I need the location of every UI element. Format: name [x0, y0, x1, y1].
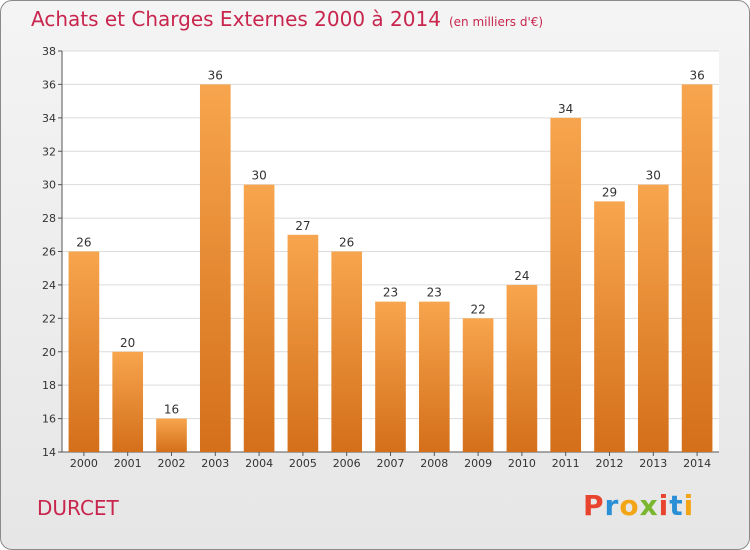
- bar: [375, 301, 406, 452]
- y-tick-label: 18: [42, 379, 56, 392]
- chart-title-text: Achats et Charges Externes 2000 à 2014: [31, 7, 441, 31]
- bar-value-label: 30: [251, 169, 266, 183]
- bar: [681, 84, 713, 453]
- logo-letter: x: [639, 489, 659, 522]
- logo-letter: P: [583, 489, 605, 522]
- bar-value-label: 20: [120, 336, 135, 350]
- bar: [112, 351, 144, 452]
- logo-letter: o: [619, 489, 640, 522]
- bar: [594, 201, 625, 452]
- x-tick-label: 2003: [201, 457, 229, 470]
- bar: [287, 234, 319, 452]
- logo-letter: i: [683, 489, 695, 522]
- bar: [243, 184, 275, 452]
- bar: [462, 318, 494, 452]
- bar-value-label: 23: [427, 286, 442, 300]
- y-tick-label: 26: [42, 246, 56, 259]
- bar-value-label: 36: [689, 68, 704, 82]
- chart-subtitle: (en milliers d'€): [448, 15, 544, 29]
- bar-value-label: 36: [208, 68, 223, 82]
- y-tick-label: 16: [42, 413, 56, 426]
- logo-letter: r: [604, 489, 620, 522]
- bar-value-label: 26: [339, 236, 354, 250]
- x-tick-label: 2007: [377, 457, 405, 470]
- y-tick-label: 14: [42, 446, 56, 459]
- x-tick-label: 2012: [596, 457, 624, 470]
- proxiti-logo: Proxiti: [583, 489, 694, 522]
- logo-letter: t: [669, 489, 684, 522]
- bar: [199, 84, 231, 453]
- bar: [637, 184, 669, 452]
- bar: [418, 301, 450, 452]
- x-tick-label: 2011: [552, 457, 580, 470]
- x-tick-label: 2006: [333, 457, 361, 470]
- y-tick-label: 38: [42, 45, 56, 58]
- x-tick-label: 2001: [114, 457, 142, 470]
- x-tick-label: 2008: [420, 457, 448, 470]
- bar-value-label: 27: [295, 219, 310, 233]
- bar-value-label: 23: [383, 286, 398, 300]
- y-tick-label: 22: [42, 312, 56, 325]
- bar: [550, 117, 582, 452]
- bar-value-label: 29: [602, 185, 617, 199]
- bar-value-label: 24: [514, 269, 529, 283]
- y-tick-label: 36: [42, 78, 56, 91]
- bar: [331, 251, 363, 452]
- y-tick-label: 30: [42, 179, 56, 192]
- x-tick-label: 2004: [245, 457, 273, 470]
- bar-value-label: 22: [470, 302, 485, 316]
- x-tick-label: 2009: [464, 457, 492, 470]
- bar: [506, 284, 538, 452]
- bar-value-label: 16: [164, 403, 179, 417]
- x-tick-label: 2010: [508, 457, 536, 470]
- x-tick-label: 2014: [683, 457, 711, 470]
- logo-letter: i: [658, 489, 670, 522]
- y-tick-label: 32: [42, 145, 56, 158]
- chart-title: Achats et Charges Externes 2000 à 2014 (e…: [31, 7, 543, 31]
- bar-value-label: 30: [646, 169, 661, 183]
- bar-value-label: 26: [76, 236, 91, 250]
- x-tick-label: 2002: [158, 457, 186, 470]
- x-tick-label: 2013: [639, 457, 667, 470]
- x-tick-label: 2000: [70, 457, 98, 470]
- bar: [68, 251, 100, 452]
- x-tick-label: 2005: [289, 457, 317, 470]
- bar-value-label: 34: [558, 102, 573, 116]
- bar: [156, 418, 187, 452]
- commune-name: DURCET: [37, 496, 119, 520]
- y-tick-label: 34: [42, 112, 56, 125]
- y-tick-label: 24: [42, 279, 56, 292]
- y-tick-label: 20: [42, 346, 56, 359]
- y-tick-label: 28: [42, 212, 56, 225]
